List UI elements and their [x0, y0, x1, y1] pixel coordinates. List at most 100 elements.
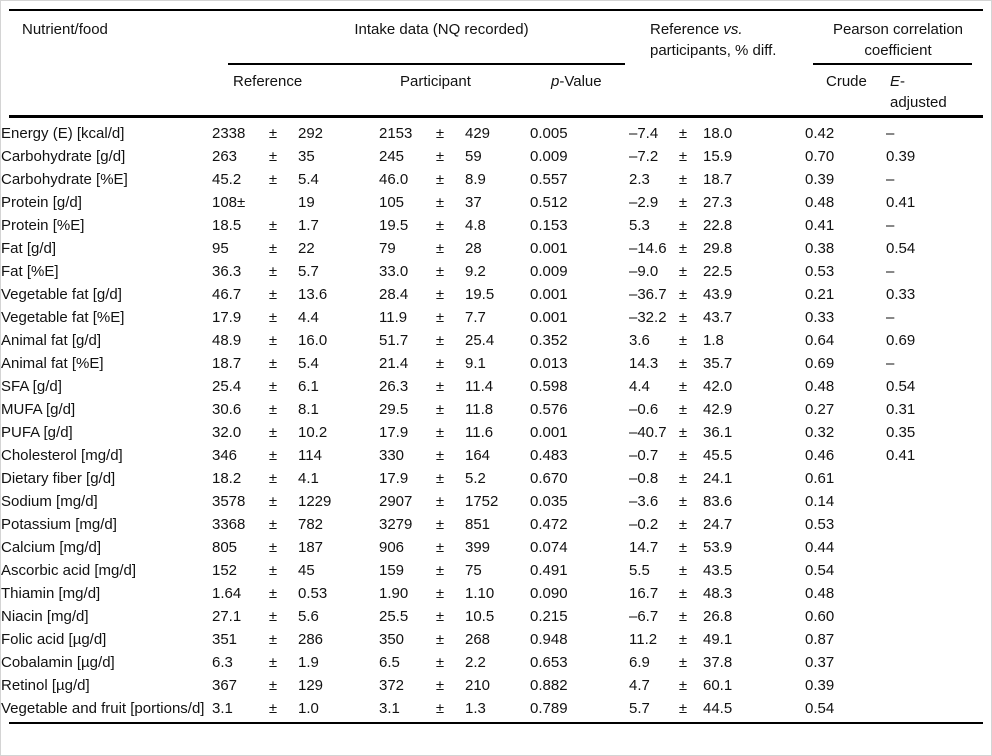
pvalue-cell: 0.512	[530, 194, 568, 211]
diff-sd: 44.5	[703, 700, 733, 717]
diff-measurement: 5.5 ±43.5	[629, 559, 805, 582]
diff-mean: 5.3	[629, 217, 650, 234]
plus-minus-symbol: ±	[678, 677, 688, 694]
reference-mean: 367	[212, 677, 238, 694]
participant-measurement: 372 ±210	[379, 674, 530, 697]
row-label: SFA [g/d]	[1, 378, 62, 395]
plus-minus-symbol: ±	[435, 355, 445, 372]
participant-mean: 2907	[379, 493, 413, 510]
diff-mean: –6.7	[629, 608, 659, 625]
eadjusted-cell: 0.69	[886, 332, 916, 349]
row-label: Carbohydrate [g/d]	[1, 148, 126, 165]
row-label: MUFA [g/d]	[1, 401, 76, 418]
reference-sd: 5.6	[298, 608, 319, 625]
participant-measurement: 906 ±399	[379, 536, 530, 559]
diff-mean: –14.6	[629, 240, 667, 257]
diff-measurement: –14.6 ±29.8	[629, 237, 805, 260]
diff-mean: 2.3	[629, 171, 650, 188]
diff-measurement: –7.4 ±18.0	[629, 122, 805, 145]
plus-minus-symbol: ±	[678, 470, 688, 487]
diff-measurement: –32.2 ±43.7	[629, 306, 805, 329]
reference-measurement: 95 ±22	[212, 237, 379, 260]
plus-minus-symbol: ±	[435, 332, 445, 349]
plus-minus-symbol: ±	[678, 355, 688, 372]
plus-minus-symbol: ±	[268, 217, 278, 234]
participant-sd: 11.4	[465, 378, 494, 395]
reference-measurement: 36.3 ±5.7	[212, 260, 379, 283]
participant-mean: 19.5	[379, 217, 409, 234]
row-label: Energy (E) [kcal/d]	[1, 125, 125, 142]
diff-measurement: –40.7 ±36.1	[629, 421, 805, 444]
reference-sd: 5.4	[298, 171, 319, 188]
reference-sd: 35	[298, 148, 315, 165]
reference-mean: 25.4	[212, 378, 242, 395]
participant-mean: 28.4	[379, 286, 409, 303]
plus-minus-symbol: ±	[268, 631, 278, 648]
reference-measurement: 152 ±45	[212, 559, 379, 582]
row-label: Ascorbic acid [mg/d]	[1, 562, 137, 579]
row-label: Calcium [mg/d]	[1, 539, 102, 556]
diff-sd: 22.8	[703, 217, 733, 234]
participant-measurement: 17.9 ±11.6	[379, 421, 530, 444]
eadjusted-cell	[869, 605, 949, 628]
reference-measurement: 18.7 ±5.4	[212, 352, 379, 375]
plus-minus-symbol: ±	[678, 263, 688, 280]
table-row: Energy (E) [kcal/d] 2338 ±292 2153 ±429 0.…	[1, 122, 991, 145]
reference-mean: 1.64	[212, 585, 242, 602]
participant-mean: 17.9	[379, 470, 409, 487]
plus-minus-symbol: ±	[435, 516, 445, 533]
table-row: Niacin [mg/d] 27.1 ±5.6 25.5 ±10.5 0.215 –…	[1, 605, 991, 628]
diff-sd: 43.9	[703, 286, 733, 303]
pvalue-col-header: p-Value	[551, 73, 602, 90]
participant-sd: 28	[465, 240, 482, 257]
row-label: Vegetable fat [g/d]	[1, 286, 122, 303]
row-label: Niacin [mg/d]	[1, 608, 89, 625]
reference-measurement: 17.9 ±4.4	[212, 306, 379, 329]
participant-sd: 1752	[465, 493, 499, 510]
plus-minus-symbol: ±	[678, 332, 688, 349]
pvalue-cell: 0.090	[530, 585, 568, 602]
row-label: Protein [g/d]	[1, 194, 82, 211]
participant-measurement: 105 ±37	[379, 191, 530, 214]
participant-mean: 6.5	[379, 654, 400, 671]
plus-minus-symbol: ±	[268, 562, 278, 579]
diff-mean: –32.2	[629, 309, 667, 326]
participant-sd: 1.10	[465, 585, 495, 602]
plus-minus-symbol: ±	[435, 608, 445, 625]
plus-minus-symbol: ±	[435, 447, 445, 464]
table-row: Animal fat [%E] 18.7 ±5.4 21.4 ±9.1 0.013 …	[1, 352, 991, 375]
plus-minus-symbol: ±	[435, 562, 445, 579]
reference-measurement: 27.1 ±5.6	[212, 605, 379, 628]
participant-sd: 25.4	[465, 332, 495, 349]
plus-minus-symbol: ±	[435, 401, 445, 418]
diff-mean: –2.9	[629, 194, 659, 211]
reference-measurement: 367 ±129	[212, 674, 379, 697]
eadjusted-cell	[869, 697, 949, 720]
diff-mean: –0.8	[629, 470, 659, 487]
reference-sd: 13.6	[298, 286, 328, 303]
table-row: SFA [g/d] 25.4 ±6.1 26.3 ±11.4 0.598 4.4 ±4…	[1, 375, 991, 398]
crude-cell: 0.27	[805, 401, 835, 418]
eadjusted-cell	[869, 582, 949, 605]
reference-measurement: 18.2 ±4.1	[212, 467, 379, 490]
plus-minus-symbol: ±	[678, 585, 688, 602]
pvalue-cell: 0.789	[530, 700, 568, 717]
plus-minus-symbol: ±	[268, 585, 278, 602]
crude-cell: 0.53	[805, 516, 835, 533]
reference-measurement: 32.0 ±10.2	[212, 421, 379, 444]
crude-cell: 0.54	[805, 700, 835, 717]
plus-minus-symbol: ±	[678, 378, 688, 395]
diff-sd: 35.7	[703, 355, 733, 372]
reference-measurement: 346 ±114	[212, 444, 379, 467]
participant-measurement: 330 ±164	[379, 444, 530, 467]
plus-minus-symbol: ±	[678, 125, 688, 142]
plus-minus-symbol: ±	[435, 631, 445, 648]
table-row: Protein [g/d] 108± 19 105 ±37 0.512 –2.9 ±2…	[1, 191, 991, 214]
plus-minus-symbol: ±	[435, 585, 445, 602]
participant-mean: 1.90	[379, 585, 409, 602]
participant-measurement: 79 ±28	[379, 237, 530, 260]
reference-measurement: 805 ±187	[212, 536, 379, 559]
crude-cell: 0.48	[805, 194, 835, 211]
reference-sd: 10.2	[298, 424, 328, 441]
reference-mean: 18.2	[212, 470, 242, 487]
